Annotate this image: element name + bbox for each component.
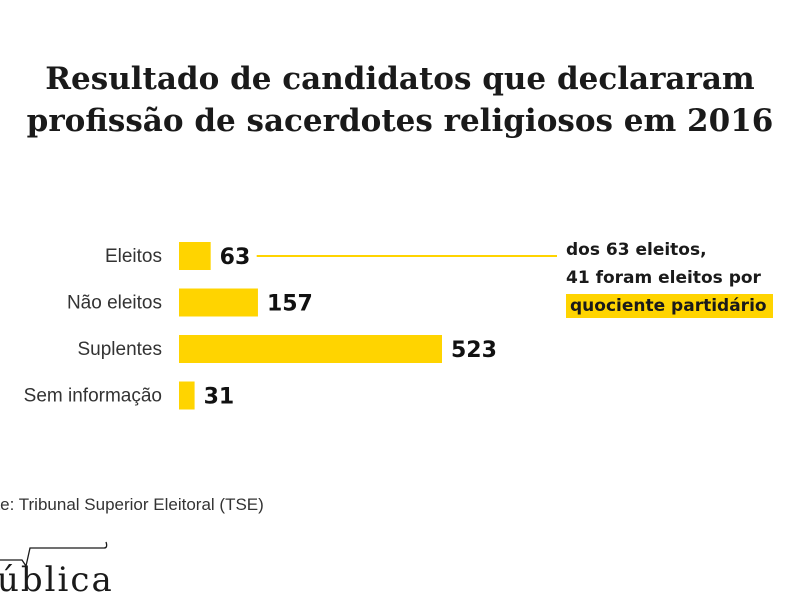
bars-layer: Eleitos 63 Não eleitos 157 Suplentes 523 Sem i…	[24, 242, 497, 410]
bar-nao-eleitos	[179, 288, 258, 317]
value-label-nao-eleitos: 157	[267, 292, 313, 317]
category-label-eleitos: Eleitos	[105, 246, 162, 267]
annotation-highlight: quociente partidário	[566, 294, 773, 318]
chart-title: Resultado de candidatos que declararam p…	[0, 58, 800, 142]
value-label-suplentes: 523	[451, 338, 497, 363]
annotation-line-1: dos 63 eleitos,	[566, 240, 707, 260]
value-label-eleitos: 63	[220, 245, 251, 270]
value-label-sem-informacao: 31	[204, 385, 235, 410]
category-label-sem-informacao: Sem informação	[24, 386, 162, 407]
source-text: nte: Tribunal Superior Eleitoral (TSE)	[0, 495, 264, 514]
logo-text: ública	[0, 560, 114, 600]
bar-eleitos	[179, 242, 211, 270]
annotation-line-2: 41 foram eleitos por	[566, 268, 761, 288]
publisher-logo: ública	[0, 540, 130, 600]
bar-suplentes	[179, 335, 442, 363]
chart-title-line-2: profissão de sacerdotes religiosos em 20…	[26, 103, 774, 139]
chart-title-line-1: Resultado de candidatos que declararam	[45, 61, 755, 97]
category-label-nao-eleitos: Não eleitos	[67, 293, 162, 314]
annotation-note: dos 63 eleitos, 41 foram eleitos por quo…	[566, 236, 773, 320]
bar-sem-informacao	[179, 381, 195, 410]
logo-mark	[0, 541, 108, 568]
source-note: nte: Tribunal Superior Eleitoral (TSE)	[0, 495, 400, 515]
category-label-suplentes: Suplentes	[77, 339, 162, 360]
